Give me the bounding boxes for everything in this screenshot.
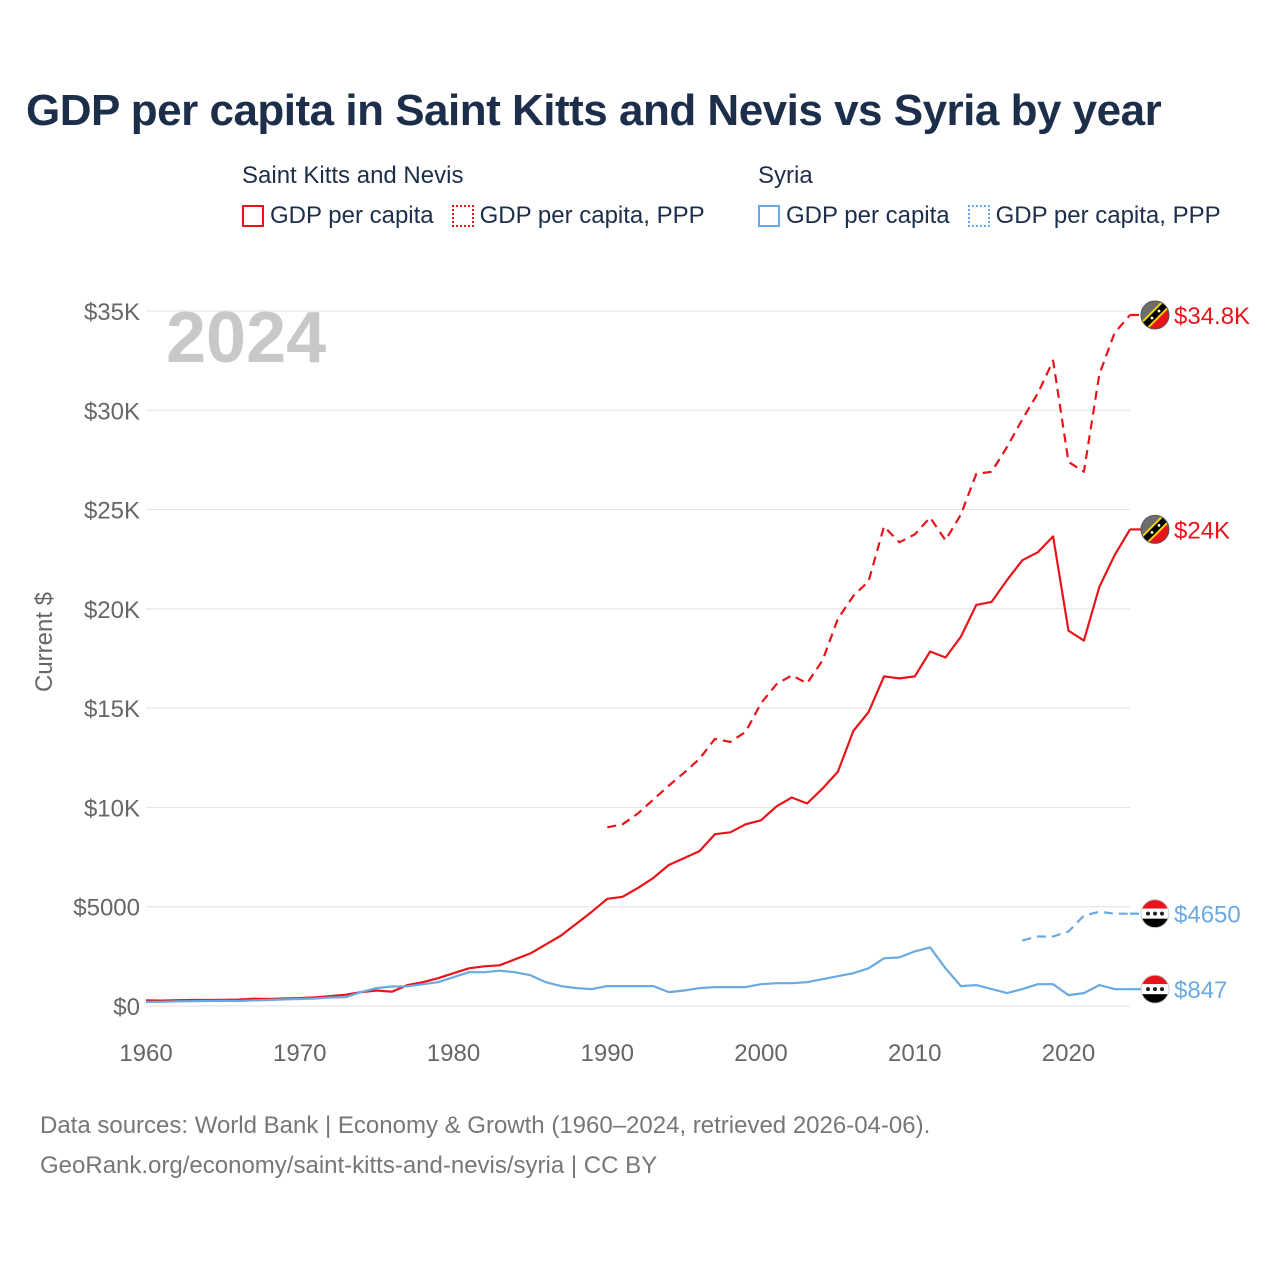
legend-swatch-dotted-icon bbox=[451, 205, 474, 227]
legend-group-title-skn: Saint Kitts and Nevis bbox=[242, 162, 464, 189]
x-tick-label: 2020 bbox=[1042, 1040, 1095, 1067]
footer-link[interactable]: GeoRank.org/economy/saint-kitts-and-nevi… bbox=[40, 1152, 658, 1179]
legend-label: GDP per capita bbox=[270, 202, 434, 229]
legend-label: GDP per capita, PPP bbox=[995, 202, 1221, 229]
end-value-label: $34.8K bbox=[1174, 303, 1250, 330]
footer-sources: Data sources: World Bank | Economy & Gro… bbox=[40, 1112, 931, 1139]
year-watermark: 2024 bbox=[166, 298, 326, 378]
end-value-label: $4650 bbox=[1174, 902, 1241, 929]
y-tick-label: $10K bbox=[84, 795, 140, 822]
legend-group-syria: Syria GDP per capita GDP per capita, PPP bbox=[758, 162, 1221, 230]
end-value-label: $847 bbox=[1174, 977, 1227, 1004]
legend-item-skn-gdp[interactable]: GDP per capita bbox=[242, 202, 434, 230]
series-layer bbox=[145, 314, 1131, 1004]
legend-label: GDP per capita, PPP bbox=[479, 202, 705, 229]
legend-item-syria-gdp[interactable]: GDP per capita bbox=[758, 202, 950, 230]
y-tick-label: $15K bbox=[84, 696, 140, 723]
series-line-syria-solid[interactable] bbox=[145, 946, 1131, 1004]
syria-flag-icon bbox=[1140, 899, 1170, 929]
legend-item-syria-ppp[interactable]: GDP per capita, PPP bbox=[967, 202, 1221, 230]
saint-kitts-flag-icon bbox=[1140, 514, 1170, 544]
x-tick-label: 1980 bbox=[427, 1040, 480, 1067]
legend-item-skn-ppp[interactable]: GDP per capita, PPP bbox=[451, 202, 705, 230]
series-line-syria-dashed[interactable] bbox=[1022, 910, 1130, 942]
y-tick-label: $25K bbox=[84, 498, 140, 525]
series-line-skn-dashed[interactable] bbox=[607, 314, 1131, 829]
legend-label: GDP per capita bbox=[786, 202, 950, 229]
legend-swatch-dotted-icon bbox=[967, 205, 990, 227]
syria-flag-icon bbox=[1140, 974, 1170, 1004]
saint-kitts-flag-icon bbox=[1140, 300, 1170, 330]
legend-swatch-solid-icon bbox=[758, 205, 780, 227]
y-tick-label: $35K bbox=[84, 299, 140, 326]
x-tick-label: 1960 bbox=[119, 1040, 172, 1067]
y-tick-label: $30K bbox=[84, 398, 140, 425]
series-line-skn-solid[interactable] bbox=[145, 528, 1131, 1002]
x-tick-label: 1990 bbox=[581, 1040, 634, 1067]
end-markers: $24K $34.8K $847 $4650 bbox=[1130, 300, 1250, 1004]
chart-title: GDP per capita in Saint Kitts and Nevis … bbox=[26, 86, 1162, 135]
end-value-label: $24K bbox=[1174, 517, 1230, 544]
grid-layer bbox=[146, 310, 1130, 1007]
legend-swatch-solid-icon bbox=[242, 205, 264, 227]
y-tick-label: $0 bbox=[113, 994, 140, 1021]
y-tick-label: $20K bbox=[84, 597, 140, 624]
y-axis: $0 $5000 $10K $15K $20K $25K $30K $35K bbox=[73, 299, 140, 1021]
x-axis: 1960 1970 1980 1990 2000 2010 2020 bbox=[119, 1040, 1095, 1067]
legend-group-title-syria: Syria bbox=[758, 162, 813, 189]
legend-group-skn: Saint Kitts and Nevis GDP per capita GDP… bbox=[242, 162, 705, 230]
y-tick-label: $5000 bbox=[73, 895, 140, 922]
x-tick-label: 1970 bbox=[273, 1040, 326, 1067]
footer: Data sources: World Bank | Economy & Gro… bbox=[40, 1106, 930, 1186]
x-tick-label: 2010 bbox=[888, 1040, 941, 1067]
x-tick-label: 2000 bbox=[734, 1040, 787, 1067]
y-axis-label: Current $ bbox=[31, 592, 58, 692]
